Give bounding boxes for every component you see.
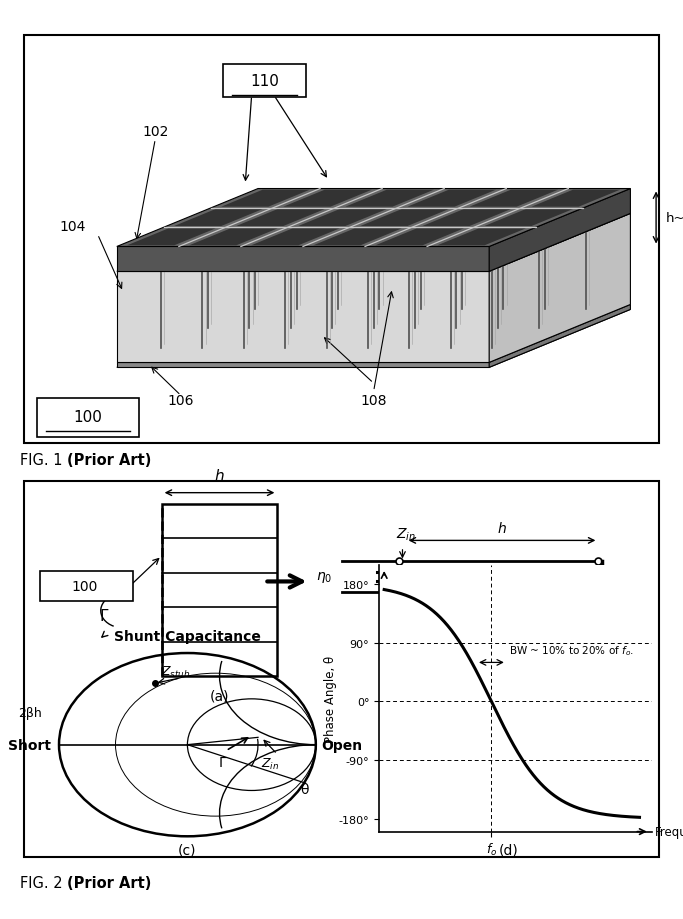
Polygon shape	[489, 189, 630, 272]
Polygon shape	[189, 229, 278, 246]
FancyBboxPatch shape	[40, 572, 133, 602]
Polygon shape	[361, 210, 449, 227]
FancyBboxPatch shape	[223, 65, 306, 98]
Text: C: C	[428, 570, 438, 584]
Polygon shape	[117, 363, 489, 368]
Text: 110: 110	[250, 74, 279, 88]
Text: Short: Short	[608, 570, 651, 584]
Text: Γ: Γ	[219, 754, 227, 768]
Polygon shape	[484, 210, 573, 227]
Text: Short: Short	[8, 738, 51, 752]
Bar	[162, 505, 277, 676]
Text: $Z_{in}$: $Z_{in}$	[261, 755, 279, 771]
Polygon shape	[117, 272, 489, 363]
Polygon shape	[298, 210, 387, 227]
Polygon shape	[117, 310, 630, 368]
Text: (b): (b)	[460, 642, 479, 656]
Polygon shape	[313, 229, 402, 246]
Text: h: h	[498, 521, 506, 535]
Text: (c): (c)	[178, 843, 197, 857]
Text: $Z_{stub}$: $Z_{stub}$	[389, 625, 422, 641]
Polygon shape	[117, 247, 489, 272]
Text: $Z_{stub}$: $Z_{stub}$	[161, 664, 191, 679]
Polygon shape	[117, 214, 630, 272]
Polygon shape	[251, 229, 339, 246]
Text: 100: 100	[74, 409, 102, 425]
Text: θ: θ	[301, 782, 309, 796]
Polygon shape	[236, 210, 325, 227]
Polygon shape	[346, 190, 434, 208]
Polygon shape	[489, 305, 630, 368]
Text: Open: Open	[321, 738, 362, 752]
Text: 108: 108	[361, 393, 387, 407]
Text: 100: 100	[72, 580, 98, 594]
Text: 106: 106	[168, 393, 194, 407]
Polygon shape	[531, 190, 620, 208]
Polygon shape	[422, 210, 511, 227]
Polygon shape	[117, 189, 630, 247]
Polygon shape	[408, 190, 496, 208]
Text: $Z_0, \beta$: $Z_0, \beta$	[494, 568, 529, 586]
Text: h~λ/50: h~λ/50	[666, 211, 683, 225]
Text: Frequency: Frequency	[655, 825, 683, 838]
Text: FIG. 1: FIG. 1	[20, 453, 68, 468]
Polygon shape	[489, 214, 630, 363]
Text: FIG. 2: FIG. 2	[20, 875, 68, 890]
Text: 104: 104	[59, 220, 85, 233]
Text: Shunt Capacitance: Shunt Capacitance	[114, 630, 261, 643]
FancyBboxPatch shape	[36, 398, 139, 437]
Text: (Prior Art): (Prior Art)	[67, 453, 151, 468]
Text: Γ: Γ	[100, 608, 108, 624]
Polygon shape	[221, 190, 310, 208]
Text: (a): (a)	[210, 688, 229, 702]
Polygon shape	[437, 229, 526, 246]
Polygon shape	[283, 190, 372, 208]
Text: h: h	[214, 469, 224, 483]
Polygon shape	[174, 210, 263, 227]
Y-axis label: Phase Angle, θ: Phase Angle, θ	[324, 655, 337, 742]
Polygon shape	[376, 229, 464, 246]
Text: 102: 102	[143, 125, 169, 139]
Text: (Prior Art): (Prior Art)	[67, 875, 151, 890]
Text: BW ~ 10% to 20% of $f_o$.: BW ~ 10% to 20% of $f_o$.	[510, 643, 635, 657]
Text: (d): (d)	[499, 843, 518, 857]
Text: $Z_{in}$: $Z_{in}$	[396, 527, 416, 543]
Polygon shape	[127, 229, 216, 246]
Text: $\eta_0$: $\eta_0$	[316, 570, 332, 584]
Text: 2βh: 2βh	[18, 707, 42, 720]
Polygon shape	[469, 190, 558, 208]
